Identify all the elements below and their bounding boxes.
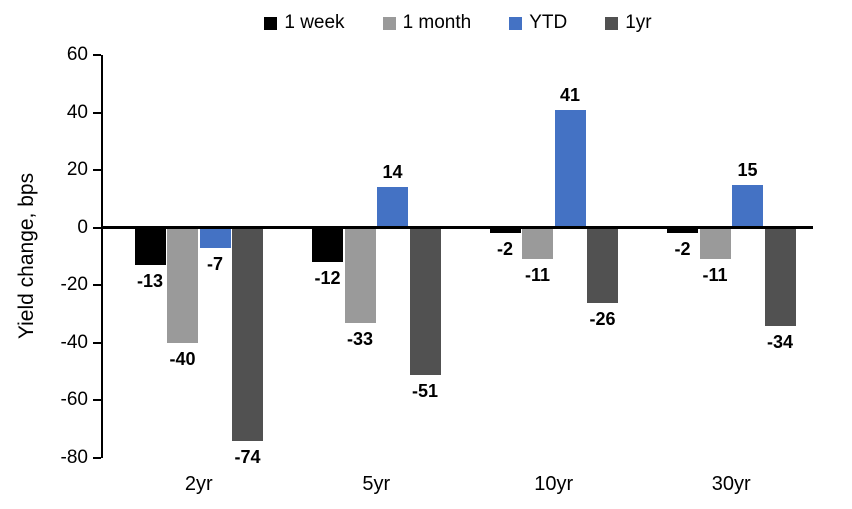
bar-value-label: -13	[136, 271, 163, 292]
bar-value-label: -2	[674, 239, 691, 260]
bar-value-label: 41	[559, 84, 581, 105]
bar-1yr-2yr	[232, 227, 263, 441]
x-category-label: 30yr	[711, 473, 751, 495]
y-tick-label: 40	[66, 101, 88, 123]
bar-value-label: -12	[314, 268, 341, 289]
legend-label: 1yr	[625, 12, 652, 33]
bar-YTD-30yr	[732, 184, 763, 228]
bar-value-label: -40	[169, 348, 196, 369]
bar-YTD-10yr	[554, 109, 586, 228]
bar-value-label: 14	[382, 162, 403, 183]
legend-item-1-month: 1 month	[382, 12, 472, 34]
x-category-label: 5yr	[362, 473, 391, 495]
y-tick-label: -40	[60, 331, 88, 353]
bar-value-label: 15	[737, 159, 758, 180]
y-axis-tick	[93, 457, 101, 459]
legend-swatch-icon	[605, 16, 619, 30]
y-tick-label: -80	[60, 447, 88, 468]
legend-swatch-icon	[382, 16, 396, 30]
y-axis-tick	[93, 54, 101, 56]
bar-1-month-10yr	[522, 227, 553, 260]
y-tick-label: 20	[66, 159, 88, 181]
bar-1yr-10yr	[587, 227, 618, 303]
y-tick-label: 0	[77, 216, 88, 238]
bar-value-label: -7	[206, 253, 223, 274]
bar-YTD-5yr	[377, 187, 408, 228]
bar-value-label: -11	[524, 265, 551, 286]
y-axis-tick	[93, 111, 101, 114]
bar-value-label: -2	[496, 239, 513, 260]
legend-item-1-week: 1 week	[264, 12, 345, 34]
bar-1-week-30yr	[667, 227, 698, 234]
bar-value-label: -34	[766, 331, 793, 352]
bar-1-week-5yr	[312, 227, 343, 263]
legend-item-YTD: YTD	[509, 12, 567, 34]
bar-value-label: -51	[411, 380, 438, 401]
y-axis-tick	[93, 399, 101, 402]
bar-1-month-2yr	[167, 227, 198, 343]
y-axis-line	[101, 55, 103, 458]
y-tick-label: -20	[60, 274, 88, 296]
x-category-label: 2yr	[184, 473, 213, 495]
bar-value-label: -33	[346, 328, 373, 349]
bar-1-month-5yr	[344, 227, 376, 323]
y-tick-label: 60	[66, 44, 88, 65]
bar-1yr-5yr	[409, 227, 441, 375]
legend-label: 1 month	[402, 12, 472, 33]
bar-1yr-30yr	[764, 227, 796, 326]
legend-label: 1 week	[284, 12, 345, 33]
x-category-label: 10yr	[534, 473, 574, 495]
legend: 1 week 1 month YTD 1yr	[103, 8, 813, 38]
bar-value-label: -74	[234, 446, 261, 467]
y-axis-tick	[93, 341, 101, 344]
bar-YTD-2yr	[199, 227, 231, 248]
bar-1-week-10yr	[489, 227, 521, 234]
legend-swatch-icon	[509, 16, 523, 30]
zero-line	[103, 226, 813, 230]
y-axis-tick	[93, 169, 101, 172]
y-axis-tick	[93, 226, 101, 229]
bar-1-month-30yr	[699, 227, 731, 260]
y-tick-label: -60	[60, 389, 88, 411]
bar-value-label: -11	[702, 265, 728, 286]
bar-value-label: -26	[589, 308, 616, 329]
legend-swatch-icon	[264, 16, 278, 30]
legend-item-1yr: 1yr	[605, 12, 652, 34]
legend-label: YTD	[529, 12, 568, 33]
y-axis-tick	[93, 284, 101, 287]
bar-1-week-2yr	[134, 227, 166, 266]
